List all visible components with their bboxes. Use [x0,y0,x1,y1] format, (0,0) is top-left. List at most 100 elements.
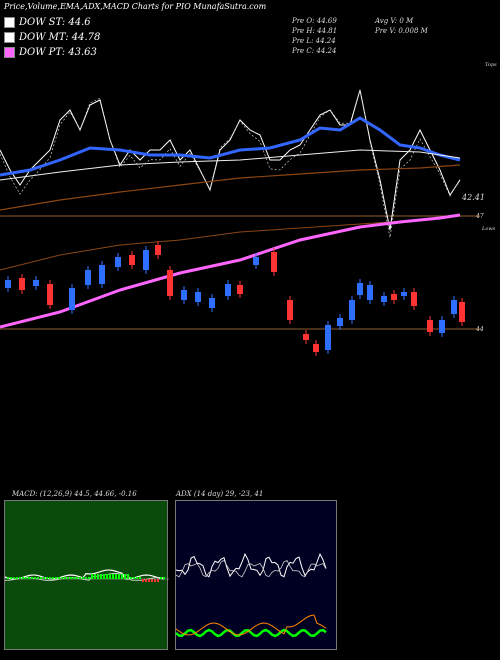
macd-hist-bar [142,579,144,582]
macd-hist-bar [46,577,48,579]
candle-body-19 [287,300,293,320]
candle-body-34 [459,302,465,322]
legend-dow-st: DOW ST: 44.6 [4,17,91,28]
candle-body-32 [439,320,445,333]
lows-label: Lows [482,226,496,232]
macd-hist-bar [16,577,18,579]
macd-chart [4,569,169,582]
macd-hist-bar [28,577,30,579]
macd-hist-bar [13,577,15,579]
ohlc-high: Pre H: 44.81 [292,27,338,35]
adx-chart [175,552,327,638]
macd-hist-bar [109,574,111,579]
legend-swatch-mt [4,32,15,43]
candle-body-23 [337,318,343,326]
tops-label: Tops [485,62,497,68]
price-chart [0,89,480,356]
candle-body-9 [143,250,149,270]
adx-title: ADX (14 day) 29, -23, 41 [176,490,264,498]
candle-body-27 [381,296,387,302]
macd-hist-bar [136,577,138,579]
macd-hist-bar [127,574,129,579]
candle-body-3 [47,284,53,305]
macd-hist-bar [94,574,96,579]
macd-hist-bar [163,577,165,579]
macd-hist-bar [154,579,156,582]
candle-body-26 [367,285,373,300]
macd-hist-bar [61,577,63,579]
macd-hist-bar [112,574,114,579]
macd-hist-bar [100,574,102,579]
candle-body-33 [451,300,457,314]
macd-line [4,569,165,580]
candle-body-14 [209,298,215,308]
pre-volume: Pre V: 0.008 M [375,27,428,35]
price-label-42-41: 42.41 [462,193,485,202]
macd-hist-bar [52,577,54,579]
avg-volume: Avg V: 0 M [375,17,414,25]
candle-body-0 [5,280,11,288]
macd-hist-bar [148,579,150,582]
price-label-47: 47 [476,213,484,220]
macd-hist-bar [70,577,72,579]
macd-hist-bar [97,574,99,579]
trend-pink-line [0,213,461,329]
candle-body-8 [129,255,135,265]
macd-hist-bar [82,577,84,579]
macd-hist-bar [157,579,159,582]
candle-body-31 [427,320,433,332]
candle-body-28 [391,294,397,300]
candle-body-20 [303,334,309,340]
macd-hist-bar [37,577,39,579]
macd-hist-bar [64,577,66,579]
macd-hist-bar [103,574,105,579]
candle-body-24 [349,300,355,320]
macd-hist-bar [10,577,12,579]
macd-hist-bar [73,577,75,579]
macd-hist-bar [133,577,135,579]
candle-body-15 [225,284,231,296]
dow-st-line [0,89,461,231]
legend-swatch-pt [4,47,15,58]
macd-hist-bar [139,577,141,579]
adx-panel [175,500,337,650]
macd-hist-bar [88,577,90,579]
macd-hist-bar [124,574,126,579]
candle-body-10 [155,245,161,255]
macd-hist-bar [151,579,153,582]
candle-body-12 [181,290,187,300]
legend-label-mt: DOW MT: 44.78 [19,32,101,43]
candle-body-2 [33,280,39,286]
candle-body-25 [357,283,363,295]
candle-body-13 [195,292,201,302]
macd-hist-bar [85,577,87,579]
macd-hist-bar [76,577,78,579]
macd-hist-bar [91,574,93,579]
macd-hist-bar [40,577,42,579]
candle-body-5 [85,270,91,285]
macd-hist-bar [34,577,36,579]
ema-white-line [0,149,461,181]
macd-panel [4,500,169,650]
legend-dow-mt: DOW MT: 44.78 [4,32,100,43]
macd-hist-bar [115,574,117,579]
ohlc-low: Pre L: 44.24 [292,37,336,45]
legend-label-st: DOW ST: 44.6 [19,17,91,28]
macd-title: MACD: (12,26,9) 44.5, 44.66, -0.16 [12,490,137,498]
adx-plus-di-line [175,552,327,578]
macd-hist-bar [25,577,27,579]
legend-label-pt: DOW PT: 43.63 [19,47,97,58]
macd-hist-bar [49,577,51,579]
candle-body-7 [115,257,121,267]
macd-hist-bar [118,574,120,579]
macd-hist-bar [79,577,81,579]
macd-hist-bar [58,577,60,579]
legend-swatch-st [4,17,15,28]
macd-hist-bar [31,577,33,579]
chart-title: Price,Volume,EMA,ADX,MACD Charts for PIO… [4,2,267,11]
macd-hist-bar [67,577,69,579]
candle-body-11 [167,270,173,296]
candle-body-16 [237,285,243,294]
candle-body-1 [19,278,25,290]
adx-orange-line [175,614,327,636]
